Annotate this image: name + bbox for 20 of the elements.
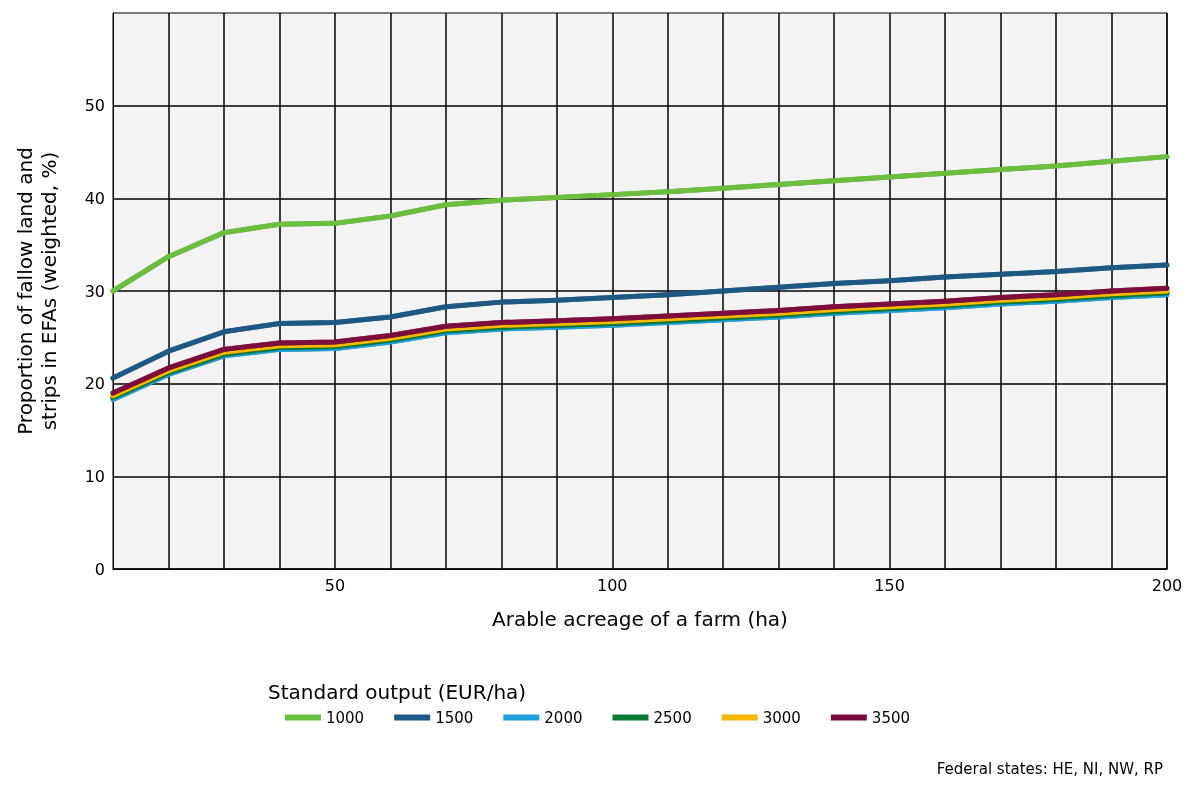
x-tick-label: 150 [874, 575, 905, 595]
y-tick-label: 50 [84, 96, 105, 116]
x-tick-label: 50 [324, 575, 346, 595]
legend-label: 3500 [871, 708, 911, 727]
x-tick-label: 200 [1151, 575, 1183, 595]
x-axis-title: Arable acreage of a farm (ha) [492, 607, 788, 631]
y-tick-label: 40 [84, 188, 105, 208]
y-axis-title: Proportion of fallow land and strips in EFAs (weighted, %) [13, 147, 61, 435]
y-tick-label: 0 [94, 559, 105, 579]
x-tick-label: 100 [596, 575, 628, 595]
legend-label: 2000 [544, 708, 583, 727]
y-tick-label: 20 [84, 374, 105, 394]
y-tick-label: 10 [84, 466, 105, 486]
legend-title: Standard output (EUR/ha) [268, 680, 527, 704]
text: Federal states: HE, NI, NW, RP [936, 759, 1163, 778]
legend-label: 1000 [325, 708, 365, 727]
legend-label: 2500 [653, 708, 692, 727]
legend-label: 1500 [435, 708, 474, 727]
legend-label: 3000 [762, 708, 801, 727]
y-tick-label: 30 [84, 281, 105, 301]
